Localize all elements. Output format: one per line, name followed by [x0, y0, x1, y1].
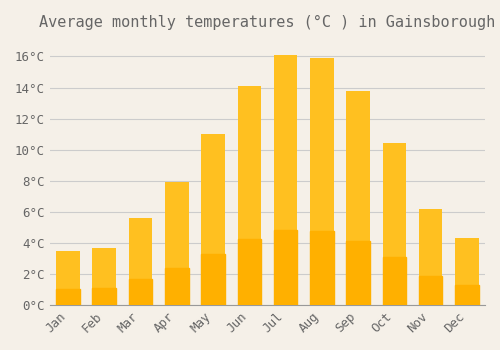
Title: Average monthly temperatures (°C ) in Gainsborough: Average monthly temperatures (°C ) in Ga… — [40, 15, 496, 30]
Bar — [382, 144, 406, 305]
Bar — [419, 276, 442, 305]
Bar — [274, 230, 297, 305]
Bar — [346, 91, 370, 305]
Bar — [382, 257, 406, 305]
Bar — [274, 55, 297, 305]
Bar — [455, 285, 478, 305]
Bar — [128, 279, 152, 305]
Bar — [455, 238, 478, 305]
Bar — [238, 239, 261, 305]
Bar — [238, 86, 261, 305]
Bar — [92, 247, 116, 305]
Bar — [56, 289, 80, 305]
Bar — [56, 251, 80, 305]
Bar — [165, 182, 188, 305]
Bar — [346, 241, 370, 305]
Bar — [128, 218, 152, 305]
Bar — [202, 254, 225, 305]
Bar — [165, 268, 188, 305]
Bar — [92, 288, 116, 305]
Bar — [419, 209, 442, 305]
Bar — [310, 231, 334, 305]
Bar — [202, 134, 225, 305]
Bar — [310, 58, 334, 305]
